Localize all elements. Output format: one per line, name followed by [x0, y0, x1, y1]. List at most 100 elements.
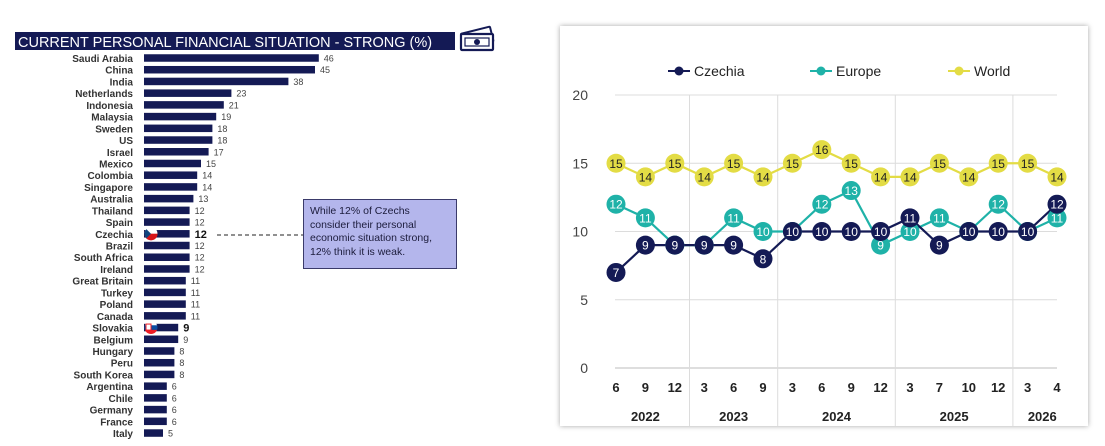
- country-label-czechia: Czechia: [95, 230, 133, 241]
- country-label-australia: Australia: [90, 195, 133, 206]
- bar-ireland: [144, 265, 190, 273]
- bar-malaysia: [144, 112, 217, 121]
- x-tick-label: 3: [789, 380, 796, 395]
- legend-label-czechia: Czechia: [694, 63, 745, 79]
- point-label-world: 14: [962, 170, 976, 184]
- value-label-brazil: 12: [195, 241, 205, 251]
- point-europe: [753, 222, 773, 241]
- point-europe: [812, 194, 832, 214]
- point-world: [1047, 167, 1067, 187]
- point-czechia: [665, 235, 685, 255]
- point-europe: [900, 222, 920, 241]
- point-label-world: 16: [815, 143, 829, 157]
- country-label-hungary: Hungary: [92, 347, 133, 358]
- point-czechia: [812, 222, 832, 241]
- country-label-thailand: Thailand: [92, 206, 133, 217]
- value-label-colombia: 14: [202, 171, 212, 181]
- value-label-malaysia: 19: [221, 112, 231, 122]
- country-label-saudi-arabia: Saudi Arabia: [72, 54, 133, 65]
- value-label-great-britain: 11: [191, 276, 200, 286]
- bar-australia: [144, 194, 194, 203]
- country-label-us: US: [119, 136, 133, 147]
- point-czechia: [724, 235, 744, 255]
- bar-peru: [144, 358, 175, 367]
- x-tick-label: 12: [991, 380, 1005, 395]
- point-label-world: 15: [992, 157, 1006, 171]
- value-label-chile: 6: [172, 393, 177, 403]
- value-label-indonesia: 21: [229, 100, 239, 110]
- value-label-germany: 6: [172, 405, 177, 415]
- value-label-singapore: 14: [202, 182, 212, 192]
- point-world: [841, 153, 861, 173]
- value-label-canada: 11: [191, 311, 200, 321]
- country-label-ireland: Ireland: [100, 265, 133, 276]
- point-label-europe: 11: [933, 211, 946, 225]
- country-label-belgium: Belgium: [94, 335, 134, 346]
- value-label-czechia: 12: [195, 229, 207, 241]
- x-tick-label: 10: [962, 380, 976, 395]
- country-label-south-africa: South Africa: [74, 253, 134, 264]
- bar-israel: [144, 148, 209, 156]
- bar-chile: [144, 394, 167, 402]
- point-label-czechia: 9: [701, 239, 708, 253]
- bar-argentina: [144, 382, 167, 390]
- value-label-sweden: 18: [217, 124, 227, 134]
- x-tick-label: 3: [1024, 380, 1031, 395]
- y-tick-label: 15: [572, 155, 588, 171]
- point-label-czechia: 8: [760, 252, 767, 266]
- point-label-world: 14: [903, 170, 917, 184]
- value-label-hungary: 8: [179, 347, 184, 357]
- value-label-netherlands: 23: [236, 89, 246, 99]
- point-label-czechia: 9: [936, 239, 943, 253]
- bar-south-africa: [144, 253, 190, 261]
- point-label-czechia: 10: [874, 225, 888, 239]
- country-label-sweden: Sweden: [95, 124, 133, 135]
- point-world: [606, 153, 626, 173]
- czech-flag-icon: [144, 227, 158, 241]
- point-label-czechia: 10: [786, 225, 800, 239]
- value-label-israel: 17: [214, 147, 224, 157]
- point-label-world: 15: [1021, 157, 1035, 171]
- point-label-czechia: 10: [845, 225, 859, 239]
- bar-china: [144, 65, 315, 74]
- bar-netherlands: [144, 89, 232, 97]
- bar-spain: [144, 218, 190, 226]
- point-label-europe: 10: [903, 225, 917, 239]
- x-tick-label: 12: [873, 380, 887, 395]
- point-europe: [871, 235, 891, 255]
- point-label-czechia: 10: [815, 225, 829, 239]
- point-world: [900, 167, 920, 187]
- point-label-world: 14: [874, 170, 888, 184]
- point-world: [724, 153, 744, 173]
- x-tick-label: 9: [642, 380, 649, 395]
- value-label-us: 18: [217, 136, 227, 146]
- point-label-world: 15: [845, 157, 859, 171]
- bar-hungary: [144, 347, 175, 355]
- point-label-world: 14: [756, 170, 770, 184]
- point-world: [1018, 153, 1038, 173]
- point-czechia: [929, 235, 949, 255]
- money-bills-icon: [459, 25, 495, 52]
- point-world: [929, 153, 949, 173]
- country-label-poland: Poland: [100, 300, 133, 311]
- point-czechia: [841, 222, 861, 241]
- point-europe: [1047, 208, 1067, 228]
- point-label-europe: 9: [877, 239, 884, 253]
- point-czechia: [1047, 194, 1067, 214]
- point-czechia: [871, 222, 891, 241]
- point-world: [871, 167, 891, 187]
- point-label-world: 15: [668, 157, 682, 171]
- x-tick-label: 9: [759, 380, 766, 395]
- series-line-czechia: [615, 203, 1058, 274]
- legend-marker-czechia: [674, 66, 684, 76]
- country-label-argentina: Argentina: [86, 382, 133, 393]
- country-bar-chart: CURRENT PERSONAL FINANCIAL SITUATION - S…: [15, 25, 495, 440]
- value-label-mexico: 15: [206, 159, 216, 169]
- value-label-belgium: 9: [183, 335, 188, 345]
- legend-label-world: World: [974, 63, 1010, 79]
- chart-title-background: [15, 32, 455, 50]
- point-label-europe: 13: [845, 184, 859, 198]
- point-label-czechia: 10: [962, 225, 976, 239]
- point-label-world: 14: [698, 170, 712, 184]
- country-label-france: France: [100, 417, 133, 428]
